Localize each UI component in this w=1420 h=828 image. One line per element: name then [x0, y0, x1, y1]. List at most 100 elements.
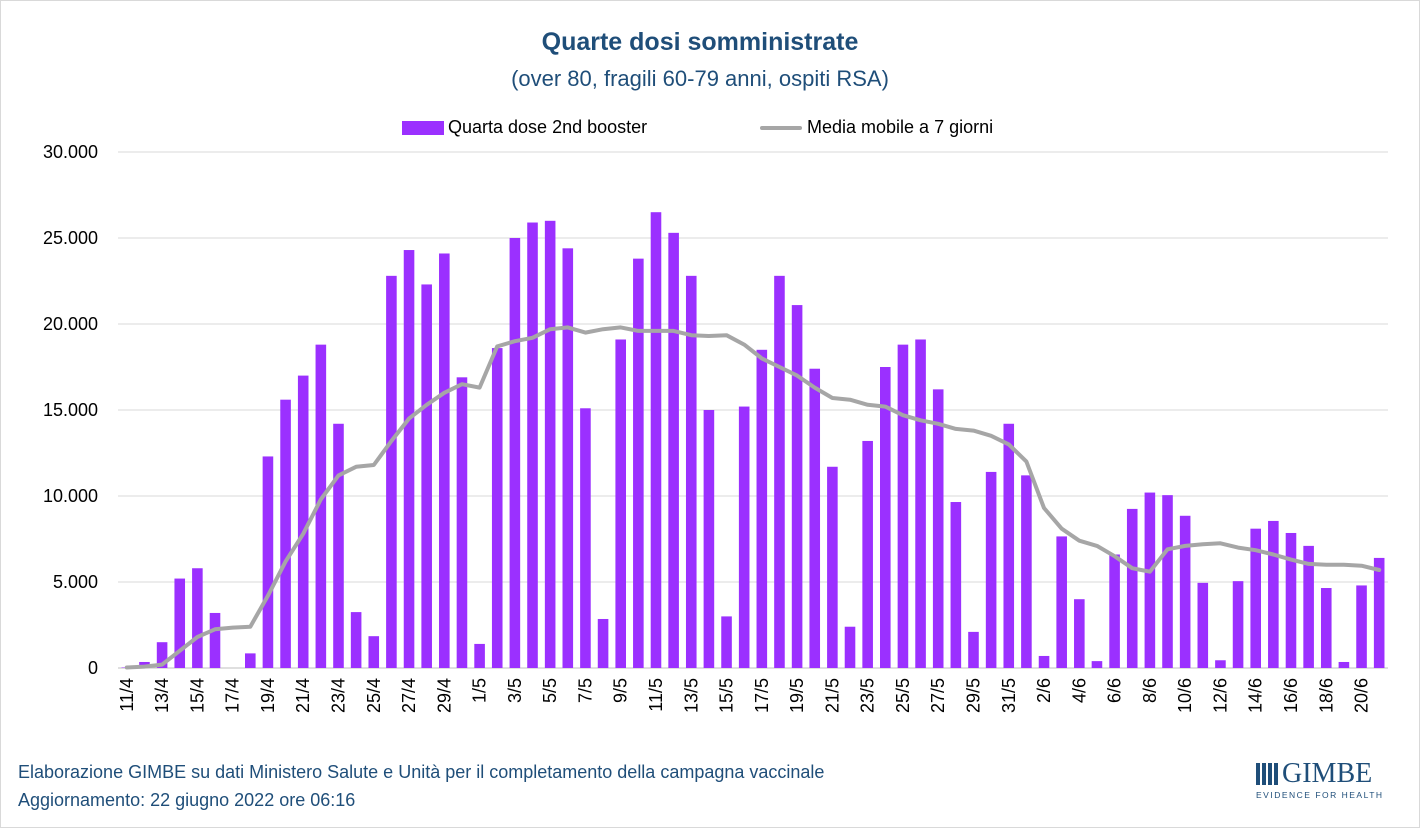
x-tick-label: 19/4	[258, 678, 278, 713]
bar	[192, 568, 203, 668]
bar	[174, 578, 186, 668]
x-tick-label: 5/5	[540, 678, 560, 703]
x-tick-label: 13/4	[152, 678, 172, 713]
x-tick-label: 23/5	[858, 678, 878, 713]
x-tick-label: 18/6	[1316, 678, 1336, 713]
x-tick-label: 25/5	[893, 678, 913, 713]
bar	[156, 642, 168, 668]
bar	[333, 423, 344, 668]
x-tick-label: 21/4	[293, 678, 313, 713]
bar	[597, 618, 609, 668]
bar	[1056, 536, 1067, 668]
bar	[421, 284, 432, 668]
bar	[315, 344, 327, 668]
bar	[491, 348, 503, 668]
x-tick-label: 29/4	[434, 678, 454, 713]
x-tick-label: 20/6	[1352, 678, 1372, 713]
bar	[1074, 599, 1085, 668]
bar	[1003, 423, 1015, 668]
bar	[1373, 557, 1385, 668]
bar	[809, 368, 821, 668]
bar	[668, 232, 679, 668]
x-tick-label: 27/4	[399, 678, 419, 713]
bar	[897, 344, 909, 668]
x-tick-label: 25/4	[364, 678, 384, 713]
bar	[985, 471, 997, 668]
x-tick-label: 8/6	[1140, 678, 1160, 703]
bar	[950, 502, 962, 668]
bar	[509, 238, 521, 668]
bar	[968, 631, 979, 668]
bar	[474, 643, 485, 668]
bar	[1250, 528, 1261, 668]
x-tick-label: 13/5	[681, 678, 701, 713]
bar	[544, 220, 556, 669]
legend-bar-swatch	[402, 121, 444, 135]
bar	[915, 339, 926, 668]
bar	[633, 258, 644, 668]
y-tick-label: 15.000	[43, 400, 98, 420]
x-tick-label: 15/4	[187, 678, 207, 713]
bar	[1232, 581, 1244, 668]
bar	[280, 399, 291, 668]
gimbe-logo: GIMBE EVIDENCE FOR HEALTH	[1256, 758, 1390, 802]
y-axis-ticks: 0 5.000 10.000 15.000 20.000 25.000 30.000	[43, 142, 98, 678]
bar	[844, 626, 856, 668]
bar	[439, 253, 450, 669]
bar	[1038, 655, 1050, 668]
bar	[209, 612, 221, 668]
x-tick-label: 17/4	[223, 678, 243, 713]
x-tick-label: 16/6	[1281, 678, 1301, 713]
y-tick-label: 25.000	[43, 228, 98, 248]
bar	[615, 339, 626, 668]
x-tick-label: 4/6	[1069, 678, 1089, 703]
bar	[527, 222, 538, 668]
bar	[1356, 585, 1367, 668]
x-tick-label: 1/5	[470, 678, 490, 703]
bar	[1179, 515, 1191, 668]
x-tick-label: 7/5	[575, 678, 595, 703]
bar	[1144, 492, 1156, 668]
bar	[685, 275, 697, 668]
footer-updated: Aggiornamento: 22 giugno 2022 ore 06:16	[18, 790, 356, 810]
bar	[386, 275, 397, 668]
bar	[1215, 660, 1226, 668]
y-tick-label: 10.000	[43, 486, 98, 506]
bar	[1320, 588, 1332, 668]
bar	[562, 248, 574, 668]
bar	[1162, 495, 1173, 668]
bar-series	[121, 212, 1385, 669]
bar	[703, 410, 715, 668]
bar	[932, 389, 944, 668]
bar	[580, 408, 591, 668]
chart-subtitle: (over 80, fragili 60-79 anni, ospiti RSA…	[511, 66, 889, 91]
chart-plot: 0 5.000 10.000 15.000 20.000 25.000 30.000 11/…	[43, 142, 1388, 713]
bar	[721, 616, 732, 668]
bar	[245, 653, 256, 668]
x-tick-label: 14/6	[1246, 678, 1266, 713]
bar	[368, 636, 380, 668]
logo-name: GIMBE	[1282, 758, 1373, 789]
bar	[1285, 532, 1297, 668]
legend-line-label: Media mobile a 7 giorni	[807, 117, 994, 137]
x-tick-label: 15/5	[717, 678, 737, 713]
y-tick-label: 30.000	[43, 142, 98, 162]
bar	[774, 275, 785, 668]
bar	[1021, 475, 1032, 668]
bar	[738, 406, 750, 668]
x-tick-label: 3/5	[505, 678, 525, 703]
x-tick-label: 2/6	[1034, 678, 1054, 703]
logo-grid-icon	[1256, 763, 1278, 785]
bar	[827, 466, 838, 668]
bar	[403, 250, 415, 669]
x-tick-label: 12/6	[1210, 678, 1230, 713]
x-tick-label: 31/5	[999, 678, 1019, 713]
x-tick-label: 29/5	[964, 678, 984, 713]
bar	[1197, 582, 1209, 668]
x-tick-label: 11/4	[117, 678, 137, 712]
bar	[1338, 661, 1350, 668]
x-tick-label: 17/5	[752, 678, 772, 713]
bar	[1268, 520, 1279, 668]
x-tick-label: 11/5	[646, 678, 666, 712]
gridlines	[118, 151, 1388, 669]
